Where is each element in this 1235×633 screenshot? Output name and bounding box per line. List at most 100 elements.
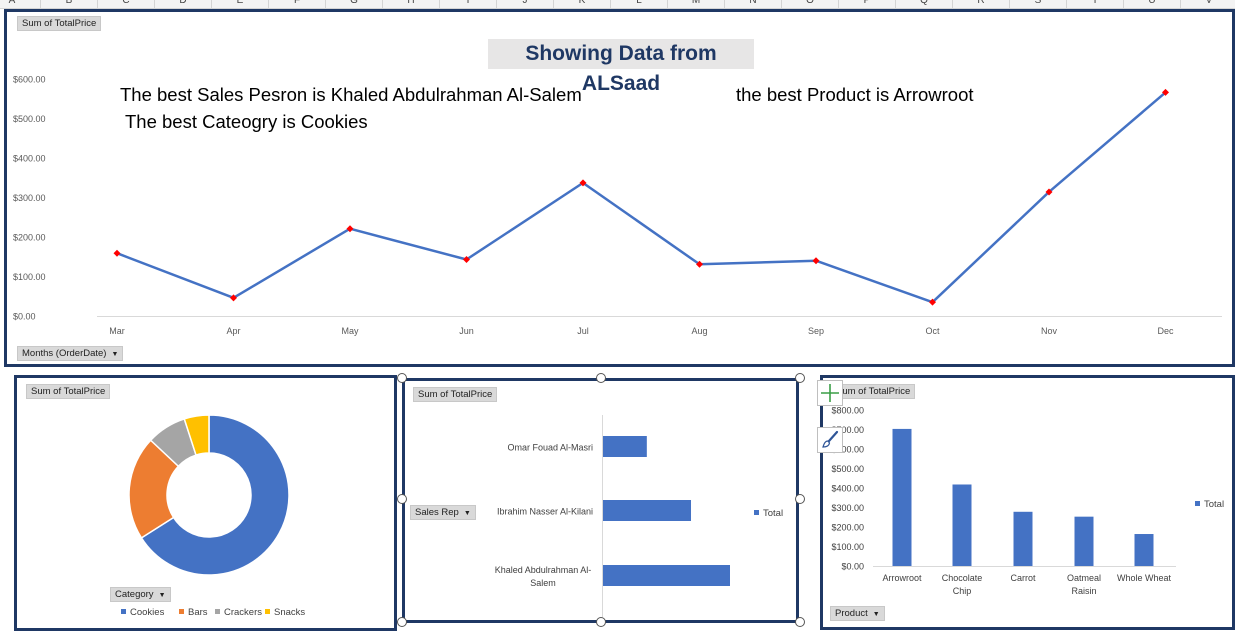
best-category-text: The best Cateogry is Cookies [125, 111, 368, 132]
value-field-button[interactable]: Sum of TotalPrice [26, 384, 111, 399]
bar [1013, 511, 1033, 566]
column-header[interactable]: I [440, 0, 497, 8]
y-tick-label: $500.00 [13, 114, 46, 124]
legend-label: Total [763, 508, 784, 519]
data-point-marker [463, 256, 470, 264]
legend-label: Bars [188, 607, 208, 618]
y-tick-label: $200.00 [13, 233, 46, 243]
column-header[interactable]: L [611, 0, 668, 8]
column-header[interactable]: H [383, 0, 440, 8]
resize-handle[interactable] [596, 373, 606, 383]
x-tick-label: Apr [226, 326, 240, 336]
category-label: Oatmeal [1067, 573, 1101, 583]
product-bar-panel[interactable]: Sum of TotalPrice $0.00 $100.00 $200.00 $30… [820, 375, 1235, 630]
column-header[interactable]: S [1010, 0, 1067, 8]
axis-field-button[interactable]: Sales Rep ▼ [410, 505, 476, 520]
y-tick-label: $400.00 [831, 484, 864, 494]
product-bar-chart: $0.00 $100.00 $200.00 $300.00 $400.00 $500.00… [831, 406, 1176, 596]
column-header[interactable]: P [839, 0, 896, 8]
column-header[interactable]: R [953, 0, 1010, 8]
resize-handle[interactable] [795, 494, 805, 504]
category-label: Salem [530, 578, 556, 588]
legend-item: Crackers [215, 607, 262, 618]
bar [603, 500, 692, 521]
legend-field-label: Category [115, 589, 154, 600]
legend-swatch [179, 609, 184, 614]
axis-field-button[interactable]: Product ▼ [830, 606, 885, 621]
data-point-marker [113, 249, 121, 257]
data-point-marker [1045, 188, 1053, 196]
y-tick-label: $700.00 [831, 425, 864, 435]
column-header[interactable]: N [725, 0, 782, 8]
category-label: Khaled Abdulrahman Al- [495, 565, 592, 575]
data-point-marker [230, 294, 237, 302]
bar [892, 428, 912, 566]
category-donut-panel[interactable]: Sum of TotalPrice Category ▼ Cookies Bars C… [14, 375, 397, 631]
y-tick-label: $100.00 [831, 542, 864, 552]
legend-label: Cookies [130, 607, 165, 618]
legend-field-button[interactable]: Category ▼ [110, 587, 171, 602]
sales-rep-bar-chart: Omar Fouad Al-Masri Ibrahim Nasser Al-Kil… [495, 415, 730, 617]
column-header[interactable]: C [98, 0, 155, 8]
axis-field-label: Product [835, 608, 868, 619]
data-point-marker [929, 298, 936, 306]
resize-handle[interactable] [397, 617, 407, 627]
column-header[interactable]: V [1181, 0, 1235, 8]
data-point-marker [346, 225, 354, 233]
category-label: Ibrahim Nasser Al-Kilani [497, 507, 593, 517]
data-point-marker [696, 260, 703, 268]
column-header[interactable]: F [269, 0, 326, 8]
resize-handle[interactable] [596, 617, 606, 627]
bar [1134, 534, 1154, 566]
column-header[interactable]: O [782, 0, 839, 8]
legend-item: Cookies [121, 607, 164, 618]
x-tick-label: Nov [1041, 326, 1058, 336]
category-label: Omar Fouad Al-Masri [507, 443, 593, 453]
column-header[interactable]: K [554, 0, 611, 8]
legend-swatch [1195, 501, 1200, 506]
y-tick-label: $200.00 [831, 523, 864, 533]
chart-legend: Total [754, 508, 783, 519]
axis-field-button[interactable]: Months (OrderDate) ▼ [17, 346, 124, 361]
category-label: Chip [953, 586, 972, 596]
axis-field-label: Sales Rep [415, 507, 459, 518]
data-point-marker [1162, 88, 1169, 96]
resize-handle[interactable] [397, 373, 407, 383]
column-header[interactable]: A [0, 0, 41, 8]
data-point-marker [812, 257, 820, 265]
column-header[interactable]: Q [896, 0, 953, 8]
x-tick-label: Aug [691, 326, 707, 336]
best-sales-person-text: The best Sales Pesron is Khaled Abdulrah… [120, 84, 582, 105]
column-header[interactable]: D [155, 0, 212, 8]
category-label: Raisin [1071, 586, 1096, 596]
legend-item: Bars [179, 607, 208, 618]
category-donut-chart [128, 414, 290, 576]
resize-handle[interactable] [795, 617, 805, 627]
y-tick-label: $800.00 [831, 406, 864, 416]
x-tick-label: Sep [808, 326, 824, 336]
main-line-chart-panel[interactable]: Sum of TotalPrice Showing Data from ALSa… [4, 9, 1235, 367]
column-header[interactable]: M [668, 0, 725, 8]
column-header[interactable]: J [497, 0, 554, 8]
chart-elements-button[interactable] [817, 380, 843, 406]
column-header[interactable]: B [41, 0, 98, 8]
value-field-button[interactable]: Sum of TotalPrice [831, 384, 916, 399]
resize-handle[interactable] [795, 373, 805, 383]
dropdown-arrow-icon: ▼ [158, 592, 166, 599]
x-tick-label: Jul [577, 326, 589, 336]
data-point-marker [579, 179, 587, 187]
column-header[interactable]: T [1067, 0, 1124, 8]
y-tick-label: $100.00 [13, 272, 46, 282]
column-header[interactable]: E [212, 0, 269, 8]
value-field-button[interactable]: Sum of TotalPrice [413, 387, 498, 402]
y-tick-label: $600.00 [831, 445, 864, 455]
value-field-button[interactable]: Sum of TotalPrice [17, 16, 102, 31]
chart-styles-button[interactable] [817, 427, 843, 453]
resize-handle[interactable] [397, 494, 407, 504]
y-tick-label: $300.00 [13, 193, 46, 203]
legend-item: Snacks [265, 607, 305, 618]
column-header[interactable]: U [1124, 0, 1181, 8]
column-header[interactable]: G [326, 0, 383, 8]
sales-rep-bar-panel[interactable]: Sum of TotalPrice Sales Rep ▼ Omar Fouad … [402, 378, 799, 623]
legend-swatch [121, 609, 126, 614]
